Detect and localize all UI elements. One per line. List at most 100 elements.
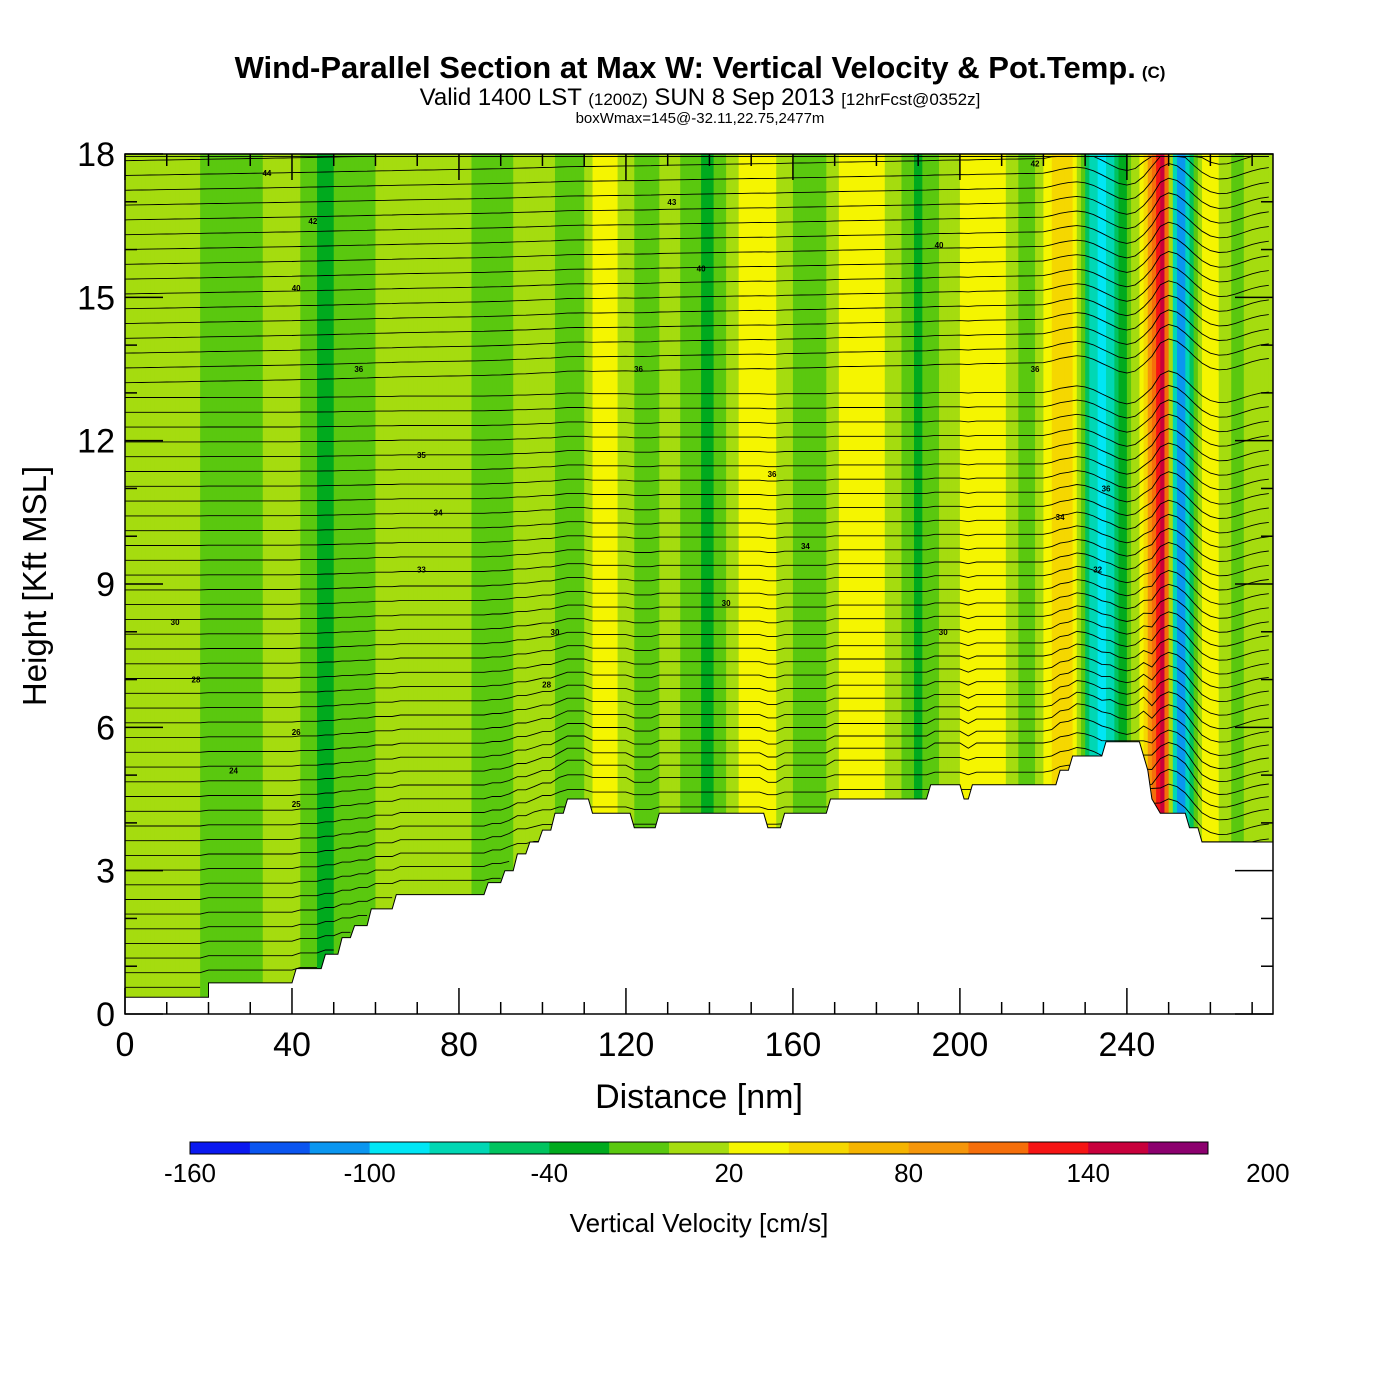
theta-label: 34 [801,542,810,551]
theta-contour [125,754,1269,812]
y-tick-label: 0 [96,996,115,1034]
w-column [1118,154,1124,1014]
x-tick-label: 40 [273,1026,311,1064]
w-column [1218,154,1224,1014]
theta-contour [125,966,317,974]
vertical-velocity-field [125,154,1273,1014]
w-column [801,154,807,1014]
colorbar-swatch [908,1142,969,1154]
w-column [175,154,180,1014]
w-column [1039,154,1044,1014]
w-column [408,154,414,1014]
theta-contour [125,611,1269,650]
w-column [388,154,393,1014]
utc-time: (1200Z) [588,90,648,109]
theta-contour [125,583,1269,620]
w-column [187,154,193,1014]
w-column [413,154,418,1014]
w-column [296,154,301,1014]
w-column [538,154,544,1014]
w-column [993,154,999,1014]
w-column [897,154,903,1014]
w-column [905,154,911,1014]
w-column [680,154,685,1014]
w-column [1176,154,1182,1014]
w-column [650,154,656,1014]
theta-contour [125,528,1269,562]
y-tick-label: 12 [77,423,115,461]
w-column [404,154,410,1014]
w-column [684,154,690,1014]
theta-contour [125,399,1269,433]
theta-label: 30 [939,628,948,637]
colorbar-swatch [848,1142,909,1154]
theta-contour [125,280,1269,324]
theta-contour [125,428,1269,462]
w-column [596,154,602,1014]
w-column [229,154,235,1014]
w-column [847,154,852,1014]
chart-title: Wind-Parallel Section at Max W: Vertical… [234,50,1136,85]
w-column [371,154,377,1014]
w-column [772,154,777,1014]
colorbar-swatch [489,1142,550,1154]
valid-time: Valid 1400 LST [419,84,582,111]
colorbar-tick-label: 200 [1246,1158,1289,1188]
w-column [304,154,310,1014]
colorbar-swatch [728,1142,790,1154]
w-column [872,154,878,1014]
colorbar-swatch [249,1142,311,1154]
w-column [492,154,498,1014]
colorbar-tick-label: -160 [164,1158,216,1188]
w-column [1055,154,1061,1014]
theta-label: 44 [262,169,271,178]
theta-label: 43 [667,198,676,207]
w-column [1160,154,1166,1014]
colorbar-tick-label: 80 [894,1158,923,1188]
colorbar-frame [189,1141,1209,1155]
w-column [863,154,869,1014]
w-column [834,154,840,1014]
w-column [358,154,364,1014]
theta-contour [125,294,1269,339]
w-column [621,154,627,1014]
w-column [1131,154,1136,1014]
w-column [1114,154,1120,1014]
theta-contour [125,651,1269,694]
theta-contour [125,207,1269,250]
w-column [266,154,272,1014]
w-column [717,154,723,1014]
w-column [972,154,978,1014]
w-column [843,154,848,1014]
colorbar-tick-label: 140 [1067,1158,1110,1188]
w-column [734,154,740,1014]
w-column [179,154,185,1014]
w-column [463,154,468,1014]
w-column [195,154,201,1014]
w-column [525,154,531,1014]
w-column [688,154,694,1014]
w-column [667,154,673,1014]
w-column [784,154,790,1014]
w-column [742,154,748,1014]
w-column [642,154,648,1014]
w-column [529,154,535,1014]
w-column [1197,154,1203,1014]
w-column [713,154,719,1014]
w-column [913,154,919,1014]
w-column [676,154,681,1014]
w-column [170,154,176,1014]
w-column [504,154,510,1014]
theta-contour [125,265,1269,310]
theta-label: 30 [171,618,180,627]
w-column [947,154,953,1014]
w-column [262,154,268,1014]
w-column [1064,154,1070,1014]
w-column [763,154,769,1014]
w-column [1214,154,1220,1014]
w-column [317,154,322,1014]
colorbar-swatch [369,1142,430,1154]
w-column [312,154,318,1014]
w-column [342,154,347,1014]
w-column [805,154,811,1014]
